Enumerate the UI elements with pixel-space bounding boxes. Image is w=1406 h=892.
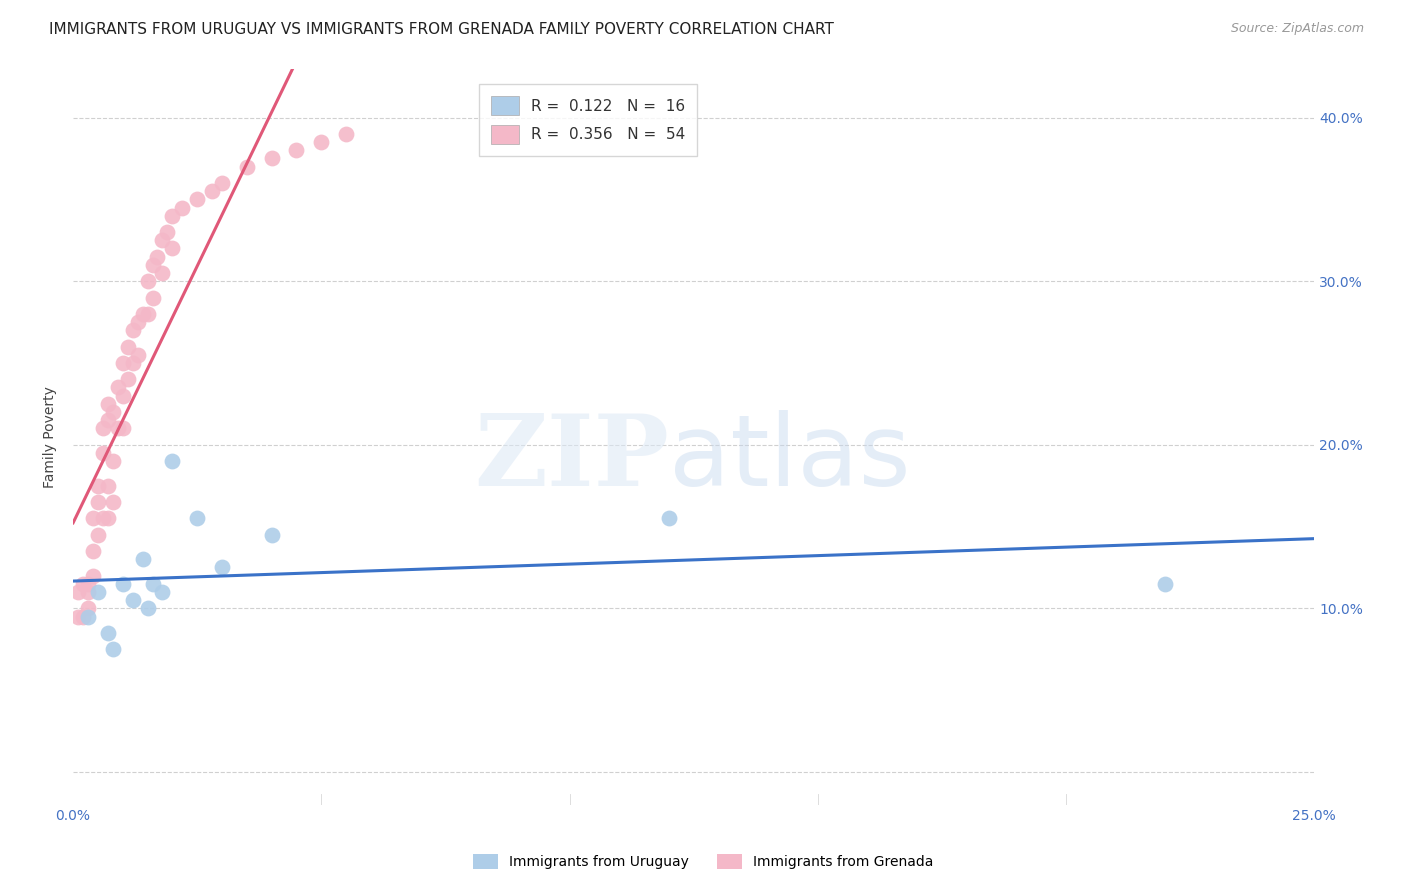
Point (77, 601, 100, 615)
Point (97, 478, 120, 492)
Point (82, 544, 104, 558)
Y-axis label: Family Poverty: Family Poverty (44, 385, 58, 488)
Point (127, 315, 149, 329)
Point (91, 446, 114, 460)
Point (72, 576, 94, 591)
Point (131, 307, 153, 321)
Point (311, 135, 333, 149)
Point (201, 184, 224, 198)
Point (141, 258, 163, 272)
Point (162, 454, 184, 468)
Point (111, 389, 134, 403)
Point (186, 193, 208, 207)
Point (121, 593, 143, 607)
Text: ZIP: ZIP (474, 410, 669, 508)
Point (111, 421, 134, 435)
Point (82, 511, 104, 525)
Text: atlas: atlas (669, 410, 911, 508)
Point (141, 576, 163, 591)
Point (211, 560, 233, 574)
Point (97, 397, 120, 411)
Point (87, 527, 110, 541)
Point (101, 495, 124, 509)
Point (141, 291, 163, 305)
Point (121, 356, 143, 370)
Point (87, 585, 110, 599)
Point (285, 144, 308, 158)
Point (111, 356, 134, 370)
Point (236, 160, 259, 174)
Point (335, 127, 357, 141)
Legend: Immigrants from Uruguay, Immigrants from Grenada: Immigrants from Uruguay, Immigrants from… (465, 847, 941, 876)
Point (101, 642, 124, 657)
Point (72, 609, 94, 624)
Point (101, 405, 124, 419)
Point (162, 242, 184, 256)
Point (111, 576, 134, 591)
Point (77, 609, 100, 624)
Point (260, 527, 283, 541)
Point (77, 576, 100, 591)
Point (136, 601, 159, 615)
Point (67, 585, 90, 599)
Point (87, 495, 110, 509)
Legend: R =  0.122   N =  16, R =  0.356   N =  54: R = 0.122 N = 16, R = 0.356 N = 54 (479, 84, 697, 156)
Text: Source: ZipAtlas.com: Source: ZipAtlas.com (1230, 22, 1364, 36)
Point (107, 380, 129, 394)
Point (107, 421, 129, 435)
Point (152, 585, 174, 599)
Point (91, 511, 114, 525)
Point (172, 201, 194, 215)
Point (136, 274, 159, 288)
Point (162, 209, 184, 223)
Point (82, 568, 104, 582)
Point (117, 372, 139, 386)
Point (77, 585, 100, 599)
Point (87, 478, 110, 492)
Point (131, 552, 153, 566)
Text: IMMIGRANTS FROM URUGUAY VS IMMIGRANTS FROM GRENADA FAMILY POVERTY CORRELATION CH: IMMIGRANTS FROM URUGUAY VS IMMIGRANTS FR… (49, 22, 834, 37)
Point (121, 323, 143, 337)
Point (156, 225, 179, 239)
Point (260, 152, 283, 166)
Point (1154, 576, 1177, 591)
Point (97, 511, 120, 525)
Point (97, 413, 120, 427)
Point (97, 625, 120, 640)
Point (152, 266, 174, 280)
Point (658, 511, 681, 525)
Point (101, 454, 124, 468)
Point (152, 233, 174, 247)
Point (117, 340, 139, 354)
Point (136, 307, 159, 321)
Point (91, 421, 114, 435)
Point (186, 511, 208, 525)
Point (211, 176, 233, 190)
Point (127, 348, 149, 362)
Point (67, 609, 90, 624)
Point (146, 250, 169, 264)
